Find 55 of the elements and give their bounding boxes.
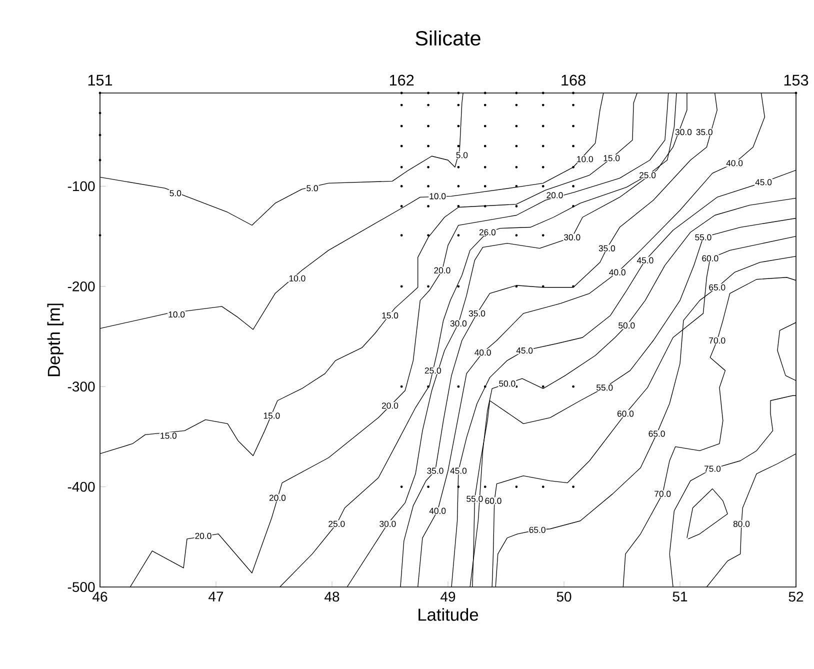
annotation: 20.0 [382,402,398,409]
annotation: 5.0 [456,152,468,158]
annotation: 45.0 [450,468,467,474]
annotation: 20.0 [269,494,286,501]
annotation: 35.0 [468,310,486,317]
annotation: 10.0 [289,275,306,282]
annotation: 10.0 [430,193,446,200]
annotation: 35.0 [598,245,616,252]
annotation: 5.0 [170,190,182,196]
annotation: 20.0 [546,192,563,198]
x-tick-label: 51 [672,592,688,602]
annotation: 80.0 [733,520,750,527]
annotation: 162 [390,74,414,86]
annotation: 25.0 [328,520,345,527]
x-axis-title: Latitude [418,608,478,621]
annotation: 70.0 [654,490,671,497]
y-tick-label: -500 [68,582,95,592]
line-series [686,488,728,540]
y-tick-label: -300 [68,382,95,392]
annotation: 20.0 [434,267,450,274]
annotation: 30.0 [380,520,396,527]
annotation: 60.0 [485,498,502,504]
annotation: 5.0 [306,185,318,192]
annotation: 65.0 [648,430,665,437]
y-axis-title: Depth [m] [47,304,64,376]
x-tick-label: 46 [92,592,108,602]
annotation: 40.0 [429,508,446,514]
annotation: 35.0 [696,129,712,136]
annotation: 153 [784,74,808,86]
annotation: 50.0 [618,322,635,329]
x-tick-label: 49 [440,592,456,602]
x-tick-label: 48 [324,592,340,602]
annotation: 10.0 [577,156,593,162]
annotation: 45.0 [636,257,654,264]
y-tick-label: -200 [68,281,95,292]
annotation: 25.0 [424,368,442,374]
annotation: 70.0 [709,337,726,344]
x-tick-label: 50 [556,592,572,602]
annotation: 40.0 [474,349,491,356]
annotation: 10.0 [168,311,185,318]
annotation: 20.0 [195,532,212,539]
annotation: 30.0 [675,129,692,136]
annotation: 35.0 [427,468,444,474]
annotation: 168 [562,74,586,86]
annotation: 15.0 [264,412,280,419]
y-tick-label: -100 [68,181,95,192]
chart-title: Silicate [416,30,480,46]
annotation: 30.0 [450,320,467,327]
x-tick-label: 52 [788,592,804,602]
x-tick-label: 47 [208,592,224,602]
annotation: 15.0 [160,432,177,439]
y-tick-label: -400 [68,482,95,492]
annotation: 60.0 [617,410,634,417]
annotation: 15.0 [382,312,398,319]
annotation: 151 [88,74,112,86]
